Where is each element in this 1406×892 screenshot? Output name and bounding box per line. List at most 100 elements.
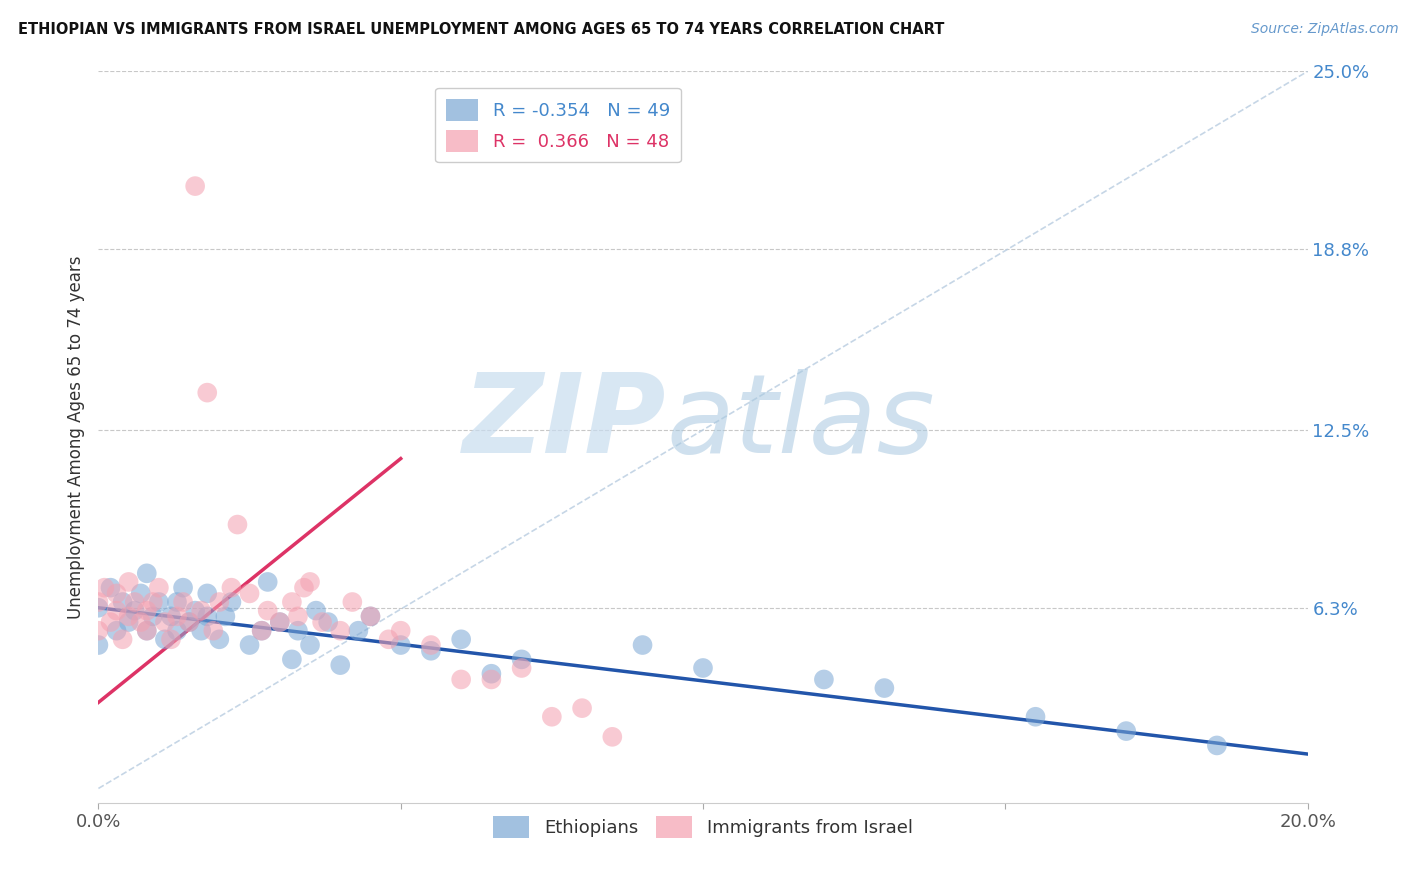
Point xyxy=(420,644,443,658)
Point xyxy=(93,581,115,595)
Point xyxy=(287,624,309,638)
Point xyxy=(105,586,128,600)
Point xyxy=(450,673,472,687)
Point xyxy=(360,609,382,624)
Point xyxy=(195,385,218,400)
Point xyxy=(239,638,262,652)
Point xyxy=(239,586,262,600)
Point xyxy=(299,638,322,652)
Point xyxy=(1206,739,1229,753)
Point xyxy=(208,632,231,647)
Point xyxy=(172,581,194,595)
Point xyxy=(124,604,146,618)
Point xyxy=(450,632,472,647)
Point xyxy=(305,604,328,618)
Point xyxy=(540,710,562,724)
Point xyxy=(153,632,176,647)
Point xyxy=(87,595,110,609)
Point xyxy=(190,604,212,618)
Point xyxy=(142,609,165,624)
Point xyxy=(124,595,146,609)
Point xyxy=(105,604,128,618)
Point xyxy=(129,615,152,629)
Point xyxy=(873,681,896,695)
Point xyxy=(571,701,593,715)
Point xyxy=(389,624,412,638)
Point xyxy=(813,673,835,687)
Point xyxy=(129,586,152,600)
Point xyxy=(420,638,443,652)
Point xyxy=(226,517,249,532)
Point xyxy=(269,615,291,629)
Point xyxy=(179,615,201,629)
Point xyxy=(250,624,273,638)
Point xyxy=(135,604,157,618)
Point xyxy=(87,638,110,652)
Point xyxy=(292,581,315,595)
Point xyxy=(281,595,304,609)
Point xyxy=(377,632,399,647)
Point xyxy=(250,624,273,638)
Point xyxy=(142,595,165,609)
Point xyxy=(221,581,243,595)
Point xyxy=(135,566,157,581)
Y-axis label: Unemployment Among Ages 65 to 74 years: Unemployment Among Ages 65 to 74 years xyxy=(66,255,84,619)
Point xyxy=(342,595,364,609)
Point xyxy=(160,609,183,624)
Point xyxy=(1024,710,1046,724)
Point xyxy=(269,615,291,629)
Point xyxy=(148,595,170,609)
Point xyxy=(100,581,122,595)
Point xyxy=(631,638,654,652)
Point xyxy=(281,652,304,666)
Point xyxy=(510,661,533,675)
Point xyxy=(190,624,212,638)
Point xyxy=(87,624,110,638)
Point xyxy=(153,615,176,629)
Text: ZIP: ZIP xyxy=(463,369,666,476)
Text: Source: ZipAtlas.com: Source: ZipAtlas.com xyxy=(1251,22,1399,37)
Point xyxy=(481,673,503,687)
Point xyxy=(256,574,278,589)
Point xyxy=(208,595,231,609)
Point xyxy=(692,661,714,675)
Point xyxy=(160,632,183,647)
Point xyxy=(87,600,110,615)
Point xyxy=(256,604,278,618)
Point xyxy=(105,624,128,638)
Point xyxy=(481,666,503,681)
Point xyxy=(311,615,333,629)
Point xyxy=(111,595,134,609)
Point xyxy=(202,624,225,638)
Point xyxy=(135,624,157,638)
Legend: Ethiopians, Immigrants from Israel: Ethiopians, Immigrants from Israel xyxy=(486,808,920,845)
Point xyxy=(195,586,218,600)
Point xyxy=(360,609,382,624)
Point xyxy=(166,624,188,638)
Point xyxy=(135,624,157,638)
Point xyxy=(389,638,412,652)
Point xyxy=(329,658,352,673)
Point xyxy=(214,609,236,624)
Point xyxy=(111,632,134,647)
Point xyxy=(221,595,243,609)
Point xyxy=(184,179,207,194)
Point xyxy=(166,595,188,609)
Text: atlas: atlas xyxy=(666,369,935,476)
Point xyxy=(602,730,624,744)
Point xyxy=(100,615,122,629)
Point xyxy=(148,581,170,595)
Point xyxy=(118,615,141,629)
Point xyxy=(299,574,322,589)
Point xyxy=(347,624,370,638)
Point xyxy=(172,595,194,609)
Point xyxy=(179,615,201,629)
Point xyxy=(184,604,207,618)
Point xyxy=(118,609,141,624)
Point xyxy=(1115,724,1137,739)
Point xyxy=(118,574,141,589)
Text: ETHIOPIAN VS IMMIGRANTS FROM ISRAEL UNEMPLOYMENT AMONG AGES 65 TO 74 YEARS CORRE: ETHIOPIAN VS IMMIGRANTS FROM ISRAEL UNEM… xyxy=(18,22,945,37)
Point xyxy=(510,652,533,666)
Point xyxy=(166,609,188,624)
Point xyxy=(316,615,339,629)
